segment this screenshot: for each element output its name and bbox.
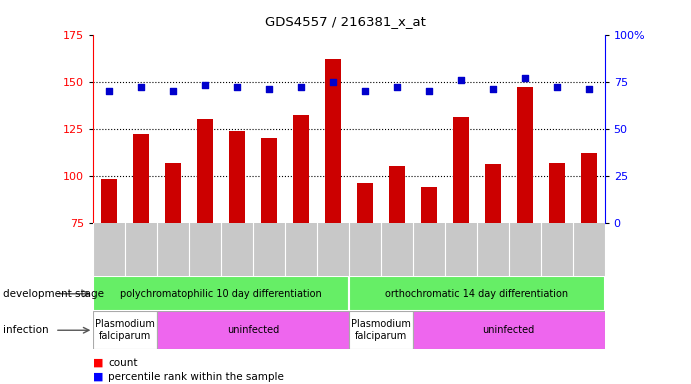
Bar: [293, 116, 309, 223]
Text: count: count: [108, 358, 138, 368]
Point: [231, 84, 243, 90]
Point: [424, 88, 435, 94]
Point: [200, 82, 211, 88]
Bar: [261, 138, 277, 223]
Bar: [165, 162, 181, 223]
Point: [296, 84, 307, 90]
Point: [583, 86, 594, 92]
Text: Plasmodium
falciparum: Plasmodium falciparum: [95, 319, 155, 341]
Point: [455, 77, 466, 83]
Point: [391, 84, 402, 90]
Point: [487, 86, 498, 92]
Bar: [325, 59, 341, 223]
Text: percentile rank within the sample: percentile rank within the sample: [108, 372, 285, 382]
Bar: [229, 131, 245, 223]
Point: [519, 75, 530, 81]
Point: [104, 88, 115, 94]
Text: orthochromatic 14 day differentiation: orthochromatic 14 day differentiation: [385, 289, 569, 299]
Bar: [93, 276, 349, 311]
Bar: [357, 183, 373, 223]
Point: [135, 84, 146, 90]
Text: infection: infection: [3, 325, 49, 335]
Text: ■: ■: [93, 372, 104, 382]
Text: uninfected: uninfected: [227, 325, 279, 335]
Bar: [421, 187, 437, 223]
Bar: [349, 311, 413, 349]
Text: ■: ■: [93, 358, 104, 368]
Bar: [349, 276, 605, 311]
Bar: [580, 153, 596, 223]
Point: [168, 88, 179, 94]
Bar: [197, 119, 213, 223]
Point: [551, 84, 562, 90]
Bar: [517, 87, 533, 223]
Bar: [102, 179, 117, 223]
Point: [359, 88, 370, 94]
Bar: [413, 311, 605, 349]
Text: polychromatophilic 10 day differentiation: polychromatophilic 10 day differentiatio…: [120, 289, 322, 299]
Text: uninfected: uninfected: [482, 325, 535, 335]
Bar: [549, 162, 565, 223]
Bar: [453, 118, 468, 223]
Point: [263, 86, 274, 92]
Bar: [158, 311, 349, 349]
Bar: [485, 164, 501, 223]
Text: development stage: development stage: [3, 289, 104, 299]
Text: GDS4557 / 216381_x_at: GDS4557 / 216381_x_at: [265, 15, 426, 28]
Point: [328, 79, 339, 85]
Bar: [93, 311, 158, 349]
Bar: [389, 166, 405, 223]
Text: Plasmodium
falciparum: Plasmodium falciparum: [351, 319, 411, 341]
Bar: [133, 134, 149, 223]
